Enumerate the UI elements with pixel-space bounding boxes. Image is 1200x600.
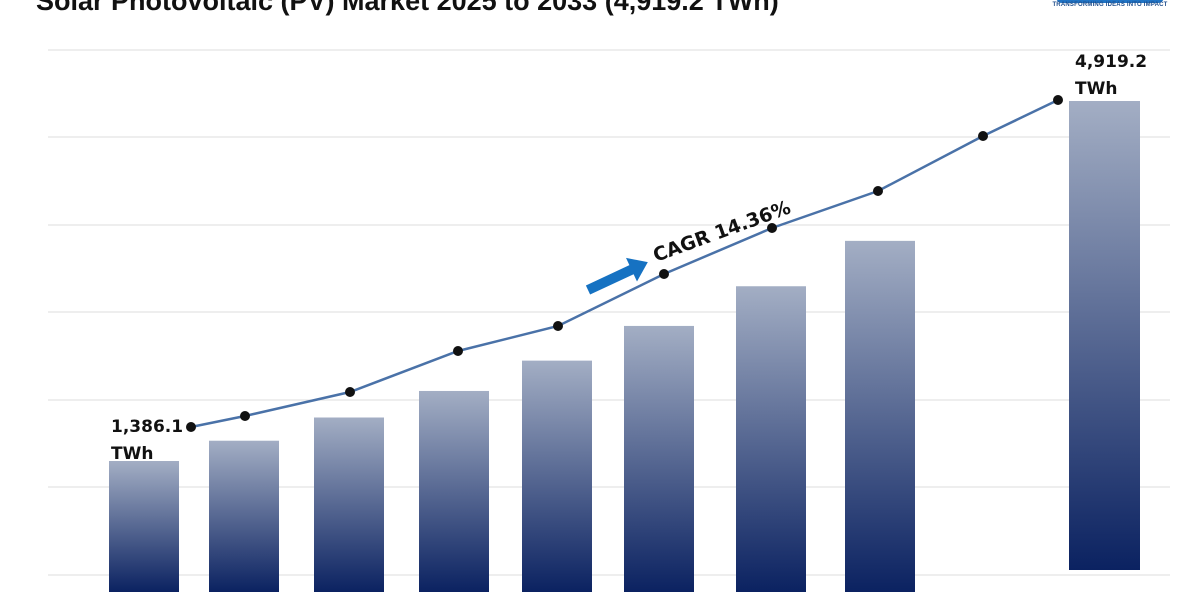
trend-line <box>190 98 1059 429</box>
trend-markers <box>186 95 1063 432</box>
bar-2027 <box>314 417 384 592</box>
cagr-arrow-icon <box>585 257 648 295</box>
trend-marker <box>873 186 883 196</box>
bar-2030 <box>624 325 694 592</box>
trend-marker <box>1053 95 1063 105</box>
logo-tagline: TRANSFORMING IDEAS INTO IMPACT <box>1052 2 1168 8</box>
trend-marker <box>186 422 196 432</box>
trend-marker <box>767 223 777 233</box>
first-unit-label: TWh <box>111 444 153 464</box>
bar-2025 <box>109 461 179 592</box>
bar-2033 <box>1069 101 1140 570</box>
bar-2029 <box>522 360 592 592</box>
bars <box>109 101 1140 592</box>
bar-2032 <box>845 240 915 592</box>
last-unit-label: TWh <box>1075 79 1117 99</box>
trend-marker <box>553 321 563 331</box>
chart-title: Solar Photovoltaic (PV) Market 2025 to 2… <box>36 0 779 16</box>
trend-marker <box>453 346 463 356</box>
trend-marker <box>978 131 988 141</box>
trend-marker <box>240 411 250 421</box>
logo-mark <box>1056 0 1164 3</box>
brand-logo: TRANSFORMING IDEAS INTO IMPACT <box>1050 0 1170 12</box>
bar-2026 <box>209 440 279 592</box>
bar-2028 <box>419 390 489 592</box>
first-value-label: 1,386.1 <box>111 417 183 437</box>
trend-marker <box>345 387 355 397</box>
last-value-label: 4,919.2 <box>1075 52 1147 72</box>
trend-marker <box>659 269 669 279</box>
bar-2031 <box>736 286 806 592</box>
